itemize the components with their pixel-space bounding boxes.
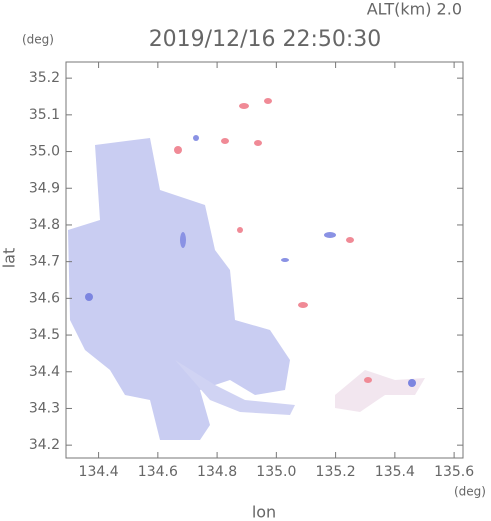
echo-spot	[281, 258, 289, 262]
echo-spot	[180, 232, 186, 248]
y-tick-label: 34.9	[29, 180, 60, 196]
echo-spot	[264, 98, 272, 104]
y-tick-label: 34.7	[29, 254, 60, 270]
echo-spot	[254, 140, 262, 146]
y-tick-label: 35.1	[29, 107, 60, 123]
x-tick-label: 134.6	[138, 464, 178, 480]
chart-title: 2019/12/16 22:50:30	[149, 27, 382, 52]
x-tick-label: 134.4	[79, 464, 119, 480]
y-tick-label: 34.5	[29, 327, 60, 343]
echo-spot	[239, 103, 249, 109]
echo-spot	[221, 138, 229, 144]
y-tick-label: 35.2	[29, 70, 60, 86]
y-axis-label: lat	[0, 248, 19, 269]
echo-area	[68, 138, 290, 440]
echo-spot	[298, 302, 308, 308]
echo-spot	[85, 293, 93, 301]
x-axis-label: lon	[252, 503, 276, 521]
x-tick-label: 134.8	[197, 464, 237, 480]
echo-area	[335, 370, 425, 412]
echo-spot	[408, 379, 416, 387]
echo-spot	[364, 377, 372, 383]
echo-spot	[237, 227, 243, 233]
plot-frame	[65, 61, 464, 459]
y-tick-label: 34.2	[29, 437, 60, 453]
annotation: ALT(km) 2.0	[367, 0, 462, 19]
x-tick-label: 135.0	[256, 464, 296, 480]
y-unit: (deg)	[22, 33, 54, 47]
echo-area	[175, 360, 295, 415]
y-tick-label: 35.0	[29, 144, 60, 160]
y-tick-label: 34.6	[29, 290, 60, 306]
x-tick-label: 135.2	[316, 464, 356, 480]
y-tick-label: 34.4	[29, 364, 60, 380]
echo-spot	[346, 237, 354, 243]
echo-spot	[324, 232, 336, 238]
x-tick-label: 135.4	[375, 464, 415, 480]
y-tick-label: 34.3	[29, 400, 60, 416]
y-tick-label: 34.8	[29, 217, 60, 233]
echo-spot	[174, 146, 182, 154]
echo-spot	[193, 135, 199, 141]
radar-echo	[68, 98, 425, 440]
x-unit: (deg)	[454, 485, 486, 499]
x-tick-label: 135.6	[434, 464, 474, 480]
